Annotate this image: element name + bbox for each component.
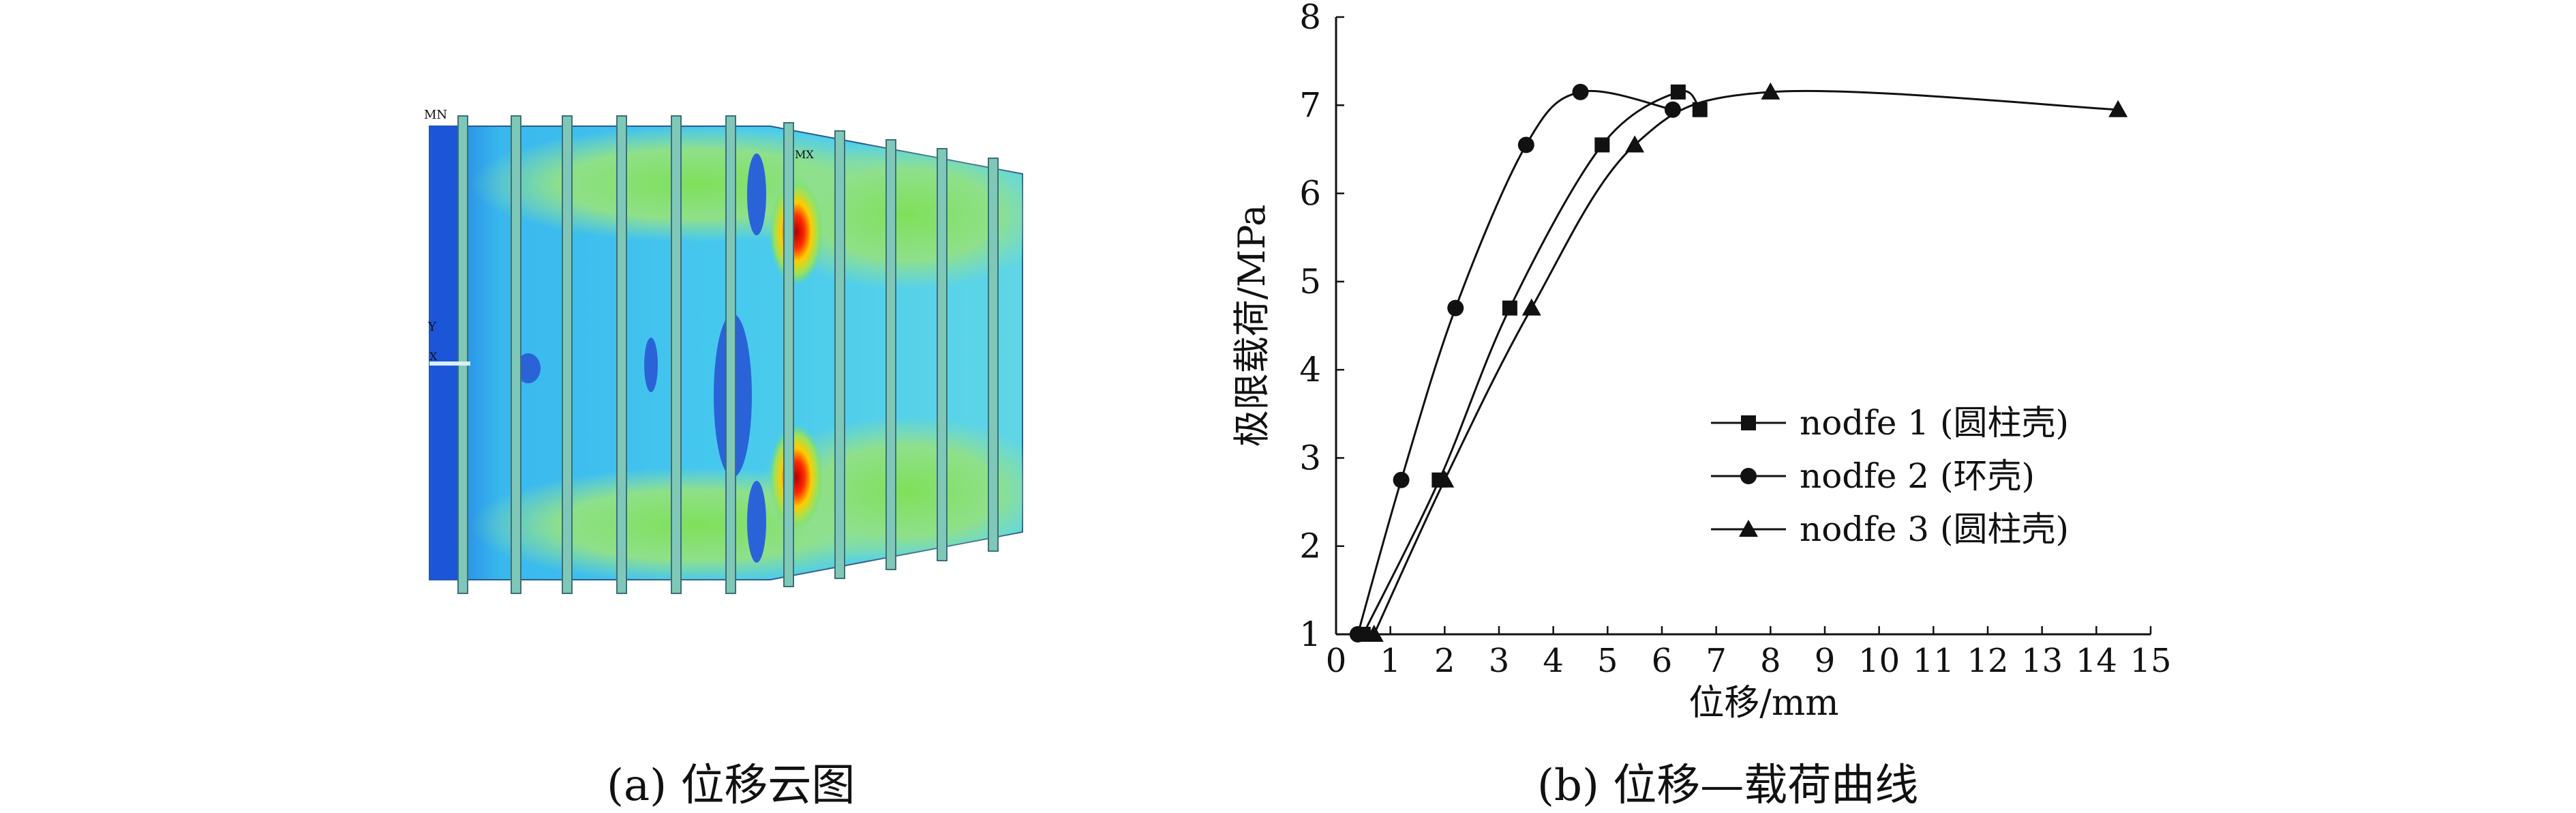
x-tick-label: 10 [1858,642,1900,680]
displacement-load-chart: 0 1 2 3 4 5 6 7 8 9 10 11 12 13 14 1512345678位移/mm极限载荷/… [1230,0,2172,724]
series-2-point [1349,626,1366,642]
x-tick-label: 2 [1434,642,1455,680]
max-displacement-spot-bottom [769,424,823,531]
mx-label: MX [795,148,814,161]
y-axis-label: Y [427,320,437,334]
x-tick-label: 1 [1380,642,1401,680]
legend-label-1: nodfe 1 (圆柱壳) [1800,403,2069,443]
legend: nodfe 1 (圆柱壳) nodfe 2 (环壳) nodfe 3 (圆柱壳) [1711,403,2069,549]
series-2-point [1517,136,1534,153]
x-tick-label: 13 [2021,642,2063,680]
series-3-point [1521,298,1541,316]
x-tick-label: 4 [1543,642,1564,680]
y-axis-title: 极限载荷/MPa [1230,205,1273,447]
series-3-point [1364,625,1384,642]
y-tick-label: 3 [1299,438,1321,477]
displacement-contour-plot: MN MX Y X [424,108,1023,594]
ring-stiffeners [457,115,999,594]
series-2-point [1447,299,1464,316]
legend-marker-1 [1741,415,1756,430]
x-tick-label: 14 [2076,642,2117,680]
series-line-1 [1362,89,1701,635]
x-tick-label: 8 [1760,642,1781,680]
max-displacement-spot-top [769,179,823,285]
series-3-point [1435,470,1455,488]
x-tick-label: 0 [1326,642,1347,680]
legend-marker-3 [1739,520,1758,537]
series-2-point [1393,471,1410,488]
series-1-point [1502,300,1517,316]
series-3-point [1625,135,1645,153]
y-tick-label: 2 [1299,527,1321,566]
x-tick-label: 5 [1597,642,1618,680]
axes: 0 1 2 3 4 5 6 7 8 9 10 11 12 13 14 1512345678位移/mm极限载荷/… [1230,0,2172,724]
mn-label: MN [424,108,447,122]
x-tick-label: 3 [1489,642,1510,680]
legend-marker-2 [1740,468,1757,484]
y-tick-label: 4 [1299,350,1321,389]
series-3-point [2108,100,2128,117]
series-layer [1349,82,2128,642]
x-tick-label: 6 [1652,642,1673,680]
y-tick-label: 6 [1299,174,1321,213]
caption-a: (a) 位移云图 [607,760,855,811]
x-tick-label: 9 [1815,642,1836,680]
x-tick-label: 7 [1706,642,1727,680]
legend-label-3: nodfe 3 (圆柱壳) [1800,509,2069,549]
x-tick-label: 15 [2130,642,2171,680]
y-tick-label: 1 [1299,615,1321,654]
series-3-point [1761,82,1781,100]
legend-label-2: nodfe 2 (环壳) [1800,456,2035,496]
y-tick-label: 8 [1299,0,1321,37]
caption-b: (b) 位移—载荷曲线 [1537,760,1919,811]
series-1-point [1692,102,1708,117]
series-2-point [1572,83,1589,100]
x-tick-label: 12 [1967,642,2008,680]
x-tick-label: 11 [1913,642,1954,680]
x-axis-title: 位移/mm [1688,683,1838,724]
y-tick-label: 7 [1299,85,1321,125]
series-1-point [1594,137,1610,153]
x-axis-label: X [429,350,438,363]
series-2-point [1664,101,1681,118]
y-tick-label: 5 [1299,262,1321,301]
series-1-point [1670,84,1686,100]
